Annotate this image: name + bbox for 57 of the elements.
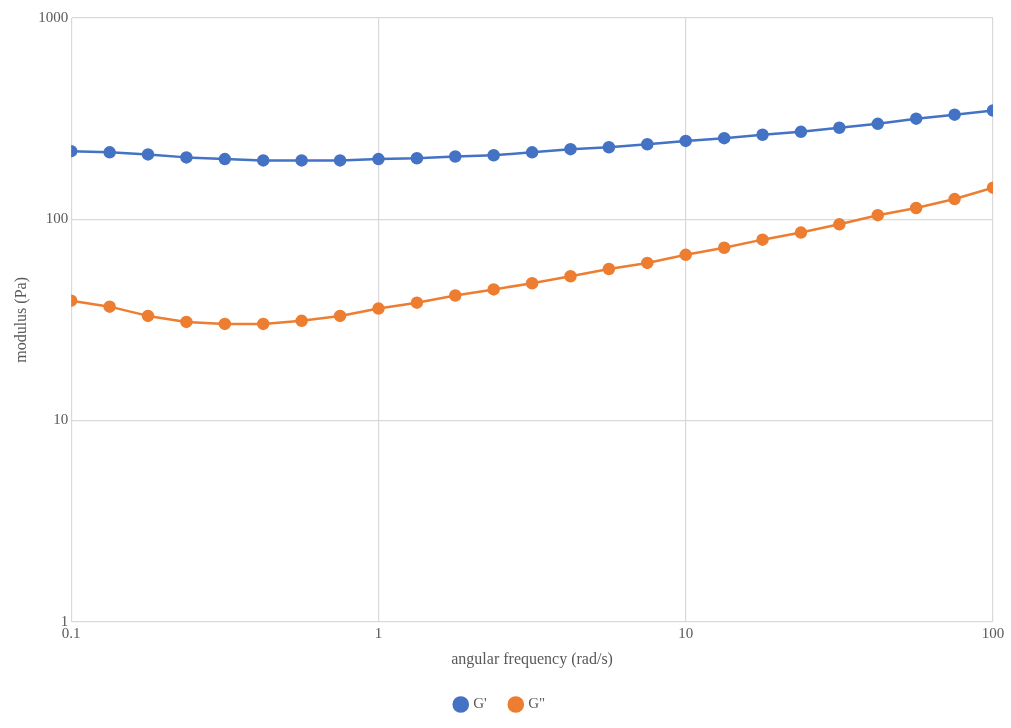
point [602, 140, 616, 154]
y-tick-label: 10 [53, 411, 69, 428]
point [487, 149, 500, 162]
point [180, 151, 193, 164]
y-tick-label: 1000 [38, 8, 69, 25]
x-tick-label: 1 [374, 624, 383, 641]
point [333, 309, 347, 323]
legend-label: G' [473, 695, 488, 712]
point [103, 300, 116, 313]
point [256, 317, 270, 331]
point [948, 108, 961, 121]
point [564, 142, 577, 156]
point [794, 125, 808, 139]
point [141, 309, 155, 323]
point [256, 154, 270, 167]
point [295, 154, 308, 167]
point [372, 152, 385, 166]
point [410, 151, 424, 165]
x-tick-label: 10 [678, 624, 694, 641]
point [833, 218, 846, 231]
y-tick-label: 100 [45, 210, 69, 227]
point [525, 276, 539, 290]
point [602, 262, 616, 276]
point [794, 226, 808, 239]
point [871, 117, 885, 131]
point [180, 315, 193, 329]
legend-label: G" [528, 695, 546, 712]
point [487, 283, 500, 296]
point [717, 131, 731, 145]
x-axis-title: angular frequency (rad/s) [451, 649, 613, 668]
point [756, 128, 769, 141]
point [333, 154, 347, 167]
point [948, 192, 961, 206]
point [679, 134, 692, 148]
point [641, 256, 654, 270]
point [141, 148, 155, 161]
point [410, 296, 424, 309]
point [525, 146, 539, 159]
point [871, 208, 885, 222]
point [449, 150, 462, 163]
point [218, 152, 232, 166]
y-axis-title: modulus (Pa) [11, 277, 30, 363]
point [564, 270, 577, 283]
point [717, 241, 731, 254]
point [756, 233, 769, 246]
point [372, 302, 385, 315]
point [909, 112, 923, 125]
point [679, 248, 692, 262]
y-tick-label: 1 [60, 612, 69, 629]
point [449, 289, 462, 302]
point [103, 146, 116, 159]
x-tick-label: 100 [981, 624, 1005, 641]
point [909, 201, 923, 215]
point [833, 121, 846, 134]
point [218, 317, 232, 331]
point [295, 314, 308, 328]
point [641, 137, 654, 151]
